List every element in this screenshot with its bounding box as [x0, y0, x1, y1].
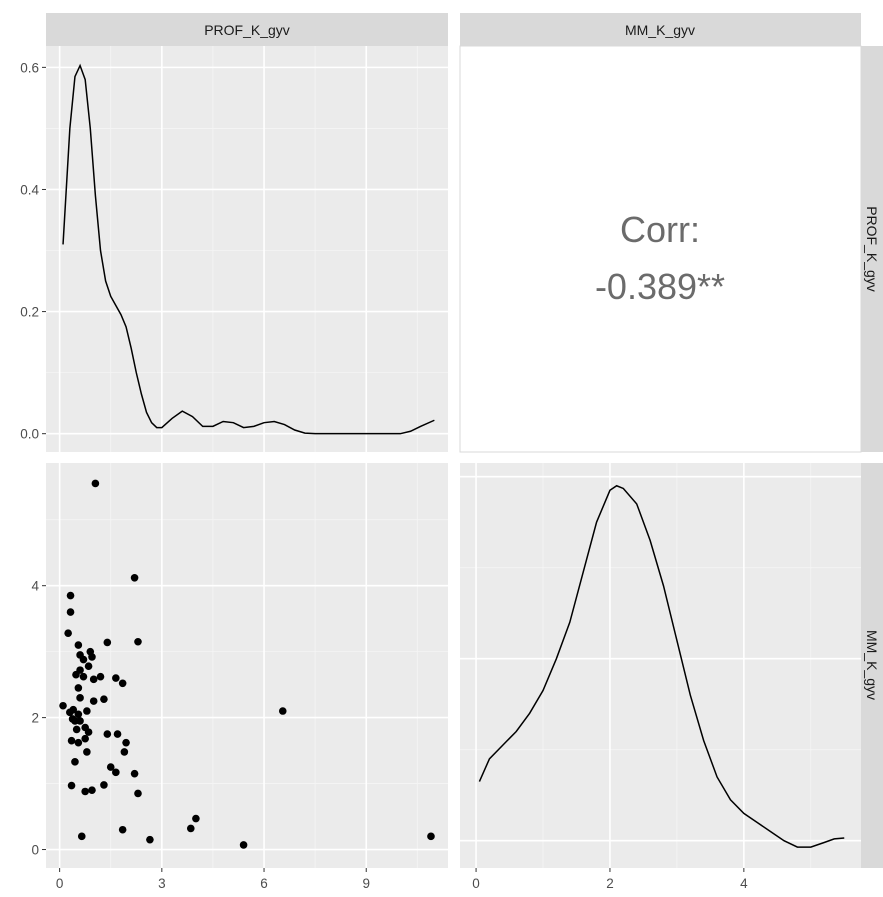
- x-tick-label: 6: [260, 876, 268, 891]
- scatter-point: [83, 748, 91, 756]
- scatter-point: [81, 734, 89, 743]
- scatter-point: [122, 738, 130, 747]
- panel-scatter: [46, 463, 448, 868]
- scatter-point: [83, 707, 91, 715]
- strip-label-right-mm: MM_K_gyv: [864, 630, 880, 700]
- scatter-point: [91, 479, 100, 488]
- x-tick-label: 0: [56, 876, 64, 891]
- density-line-mm: [478, 484, 845, 848]
- scatter-point: [72, 670, 80, 679]
- strip-label-mm: MM_K_gyv: [625, 22, 695, 38]
- strip-label-prof: PROF_K_gyv: [204, 22, 290, 38]
- y-axis-scatter: 0 2 4: [31, 579, 46, 858]
- scatter-point: [88, 786, 96, 794]
- scatter-point: [278, 707, 287, 715]
- scatter-point: [134, 789, 142, 798]
- density-line-prof: [62, 63, 435, 435]
- scatter-point: [79, 672, 88, 681]
- scatter-point: [67, 736, 76, 745]
- x-tick-label: 3: [158, 876, 166, 891]
- scatter-point: [100, 781, 108, 789]
- scatter-point: [67, 781, 76, 790]
- scatter-point: [103, 638, 112, 647]
- scatter-point: [96, 672, 105, 681]
- panel-background: [46, 463, 448, 868]
- scatter-point: [88, 653, 96, 661]
- strip-right-prof: PROF_K_gyv: [861, 46, 883, 452]
- y-tick-label: 2: [31, 711, 39, 726]
- scatter-point: [186, 824, 195, 833]
- x-tick-label: 9: [362, 876, 370, 891]
- scatter-point: [89, 675, 98, 684]
- y-axis-density-prof: 0.0 0.2 0.4 0.6: [20, 60, 46, 442]
- scatter-point: [72, 725, 81, 734]
- strip-top-prof: PROF_K_gyv: [46, 13, 448, 46]
- panel-density-prof: [46, 46, 448, 452]
- x-axis-mm: 0 2 4: [472, 868, 748, 891]
- strip-top-mm: MM_K_gyv: [460, 13, 861, 46]
- strip-right-mm: MM_K_gyv: [861, 463, 883, 868]
- scatter-point: [84, 662, 93, 670]
- scatter-point: [130, 573, 139, 582]
- scatter-point: [146, 835, 154, 844]
- x-axis-prof: 0 3 6 9: [56, 868, 370, 891]
- panel-density-mm: [460, 463, 861, 868]
- panel-correlation: Corr: -0.389**: [459, 45, 862, 453]
- scatter-point: [100, 695, 108, 703]
- scatter-point: [66, 708, 74, 717]
- y-tick-label: 0: [31, 843, 39, 858]
- corr-value: -0.389**: [595, 266, 725, 307]
- scatter-point: [59, 701, 67, 710]
- scatter-point: [134, 637, 142, 646]
- y-tick-label: 0.2: [20, 305, 39, 320]
- scatter-point: [71, 758, 79, 766]
- scatter-point: [64, 629, 72, 637]
- scatter-point: [74, 738, 83, 747]
- y-tick-label: 0.4: [20, 182, 39, 197]
- scatter-point: [76, 694, 84, 702]
- scatter-point: [118, 679, 127, 688]
- scatter-point: [118, 825, 127, 834]
- y-tick-label: 0.6: [20, 60, 39, 75]
- scatter-point: [427, 832, 435, 841]
- scatter-point: [74, 641, 83, 649]
- scatter-point: [239, 841, 248, 849]
- scatter-point: [74, 684, 83, 692]
- scatter-point: [84, 728, 93, 736]
- scatter-point: [120, 748, 129, 756]
- scatter-point: [81, 787, 89, 796]
- y-tick-label: 0.0: [20, 427, 39, 442]
- x-tick-label: 0: [472, 876, 480, 891]
- scatter-point: [77, 832, 86, 841]
- corr-label: Corr:: [620, 209, 700, 250]
- panel-background: [460, 463, 861, 868]
- y-tick-label: 4: [31, 579, 39, 594]
- scatter-point: [103, 730, 112, 738]
- scatter-point: [76, 717, 84, 725]
- strip-label-right-prof: PROF_K_gyv: [864, 206, 880, 292]
- scatter-point: [89, 697, 98, 705]
- scatter-point: [130, 769, 139, 778]
- scatter-point: [74, 710, 83, 719]
- scatter-point: [106, 763, 115, 771]
- scatter-point: [113, 730, 122, 738]
- scatter-point: [112, 674, 120, 682]
- x-tick-label: 2: [606, 876, 614, 891]
- scatter-point: [112, 768, 120, 777]
- scatter-point: [79, 655, 88, 664]
- scatter-point: [192, 814, 200, 823]
- panel-background: [46, 46, 448, 452]
- scatter-point: [66, 608, 75, 616]
- x-tick-label: 4: [740, 876, 748, 891]
- scatter-point: [66, 591, 75, 600]
